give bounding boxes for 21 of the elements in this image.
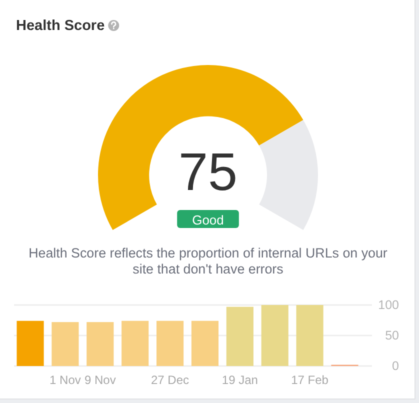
bar [156,320,184,366]
chart-title: Health Score [16,18,105,34]
bar [296,305,324,366]
bar [16,320,44,366]
y-tick-label: 0 [392,359,400,373]
text: Good [192,212,224,227]
bar [122,320,149,366]
text: Health Score reflects the proportion of internal URLs on your site that don't have errors [28,246,388,276]
x-tick-label: 19 Jan [222,373,258,387]
y-tick-label: 100 [378,298,400,312]
x-tick-label: 9 Nov [84,373,116,387]
y-tick-label: 50 [385,328,400,342]
x-tick-label: 17 Feb [291,373,329,387]
x-tick-label: 1 Nov [50,373,81,387]
bar [86,322,114,366]
bar [261,305,288,366]
bar [226,306,254,366]
bar [191,320,219,366]
bar [52,322,79,366]
data-label: 75 [178,142,238,202]
x-tick-label: 27 Dec [151,373,190,387]
